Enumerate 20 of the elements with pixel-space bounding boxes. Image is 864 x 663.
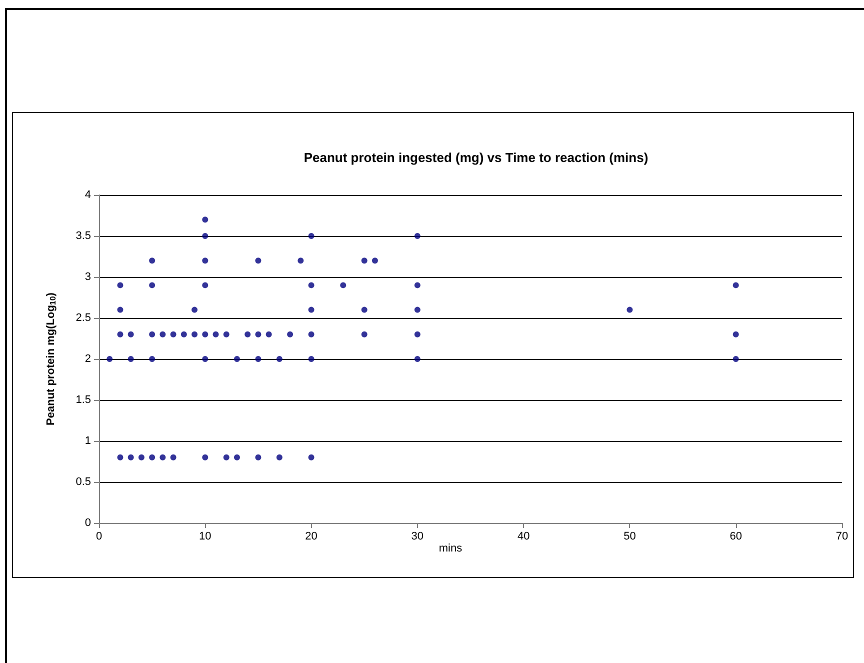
x-tick-label: 0 [96, 530, 102, 542]
y-tick-label: 2.5 [76, 312, 91, 324]
x-tick-label: 20 [305, 530, 318, 542]
x-tick-label: 30 [411, 530, 424, 542]
y-tick-label: 2 [84, 353, 91, 365]
y-tick-label: 0.5 [76, 476, 91, 488]
y-tick-label: 4 [84, 189, 91, 201]
y-axis-title: Peanut protein mg(Log10) [45, 292, 58, 426]
x-tick-label: 60 [730, 530, 742, 542]
x-tick-label: 40 [517, 530, 530, 542]
x-tick-label: 70 [836, 530, 848, 542]
x-axis-title: mins [438, 542, 463, 554]
y-tick-label: 0 [84, 517, 91, 529]
x-tick-label: 10 [199, 530, 212, 542]
x-tick-label: 50 [624, 530, 636, 542]
y-tick-label: 3.5 [76, 230, 91, 242]
chart-title: Peanut protein ingested (mg) vs Time to reaction (mins) [304, 150, 648, 165]
y-tick-label: 3 [84, 271, 91, 283]
y-tick-label: 1.5 [76, 394, 91, 406]
y-tick-label: 1 [84, 435, 91, 447]
